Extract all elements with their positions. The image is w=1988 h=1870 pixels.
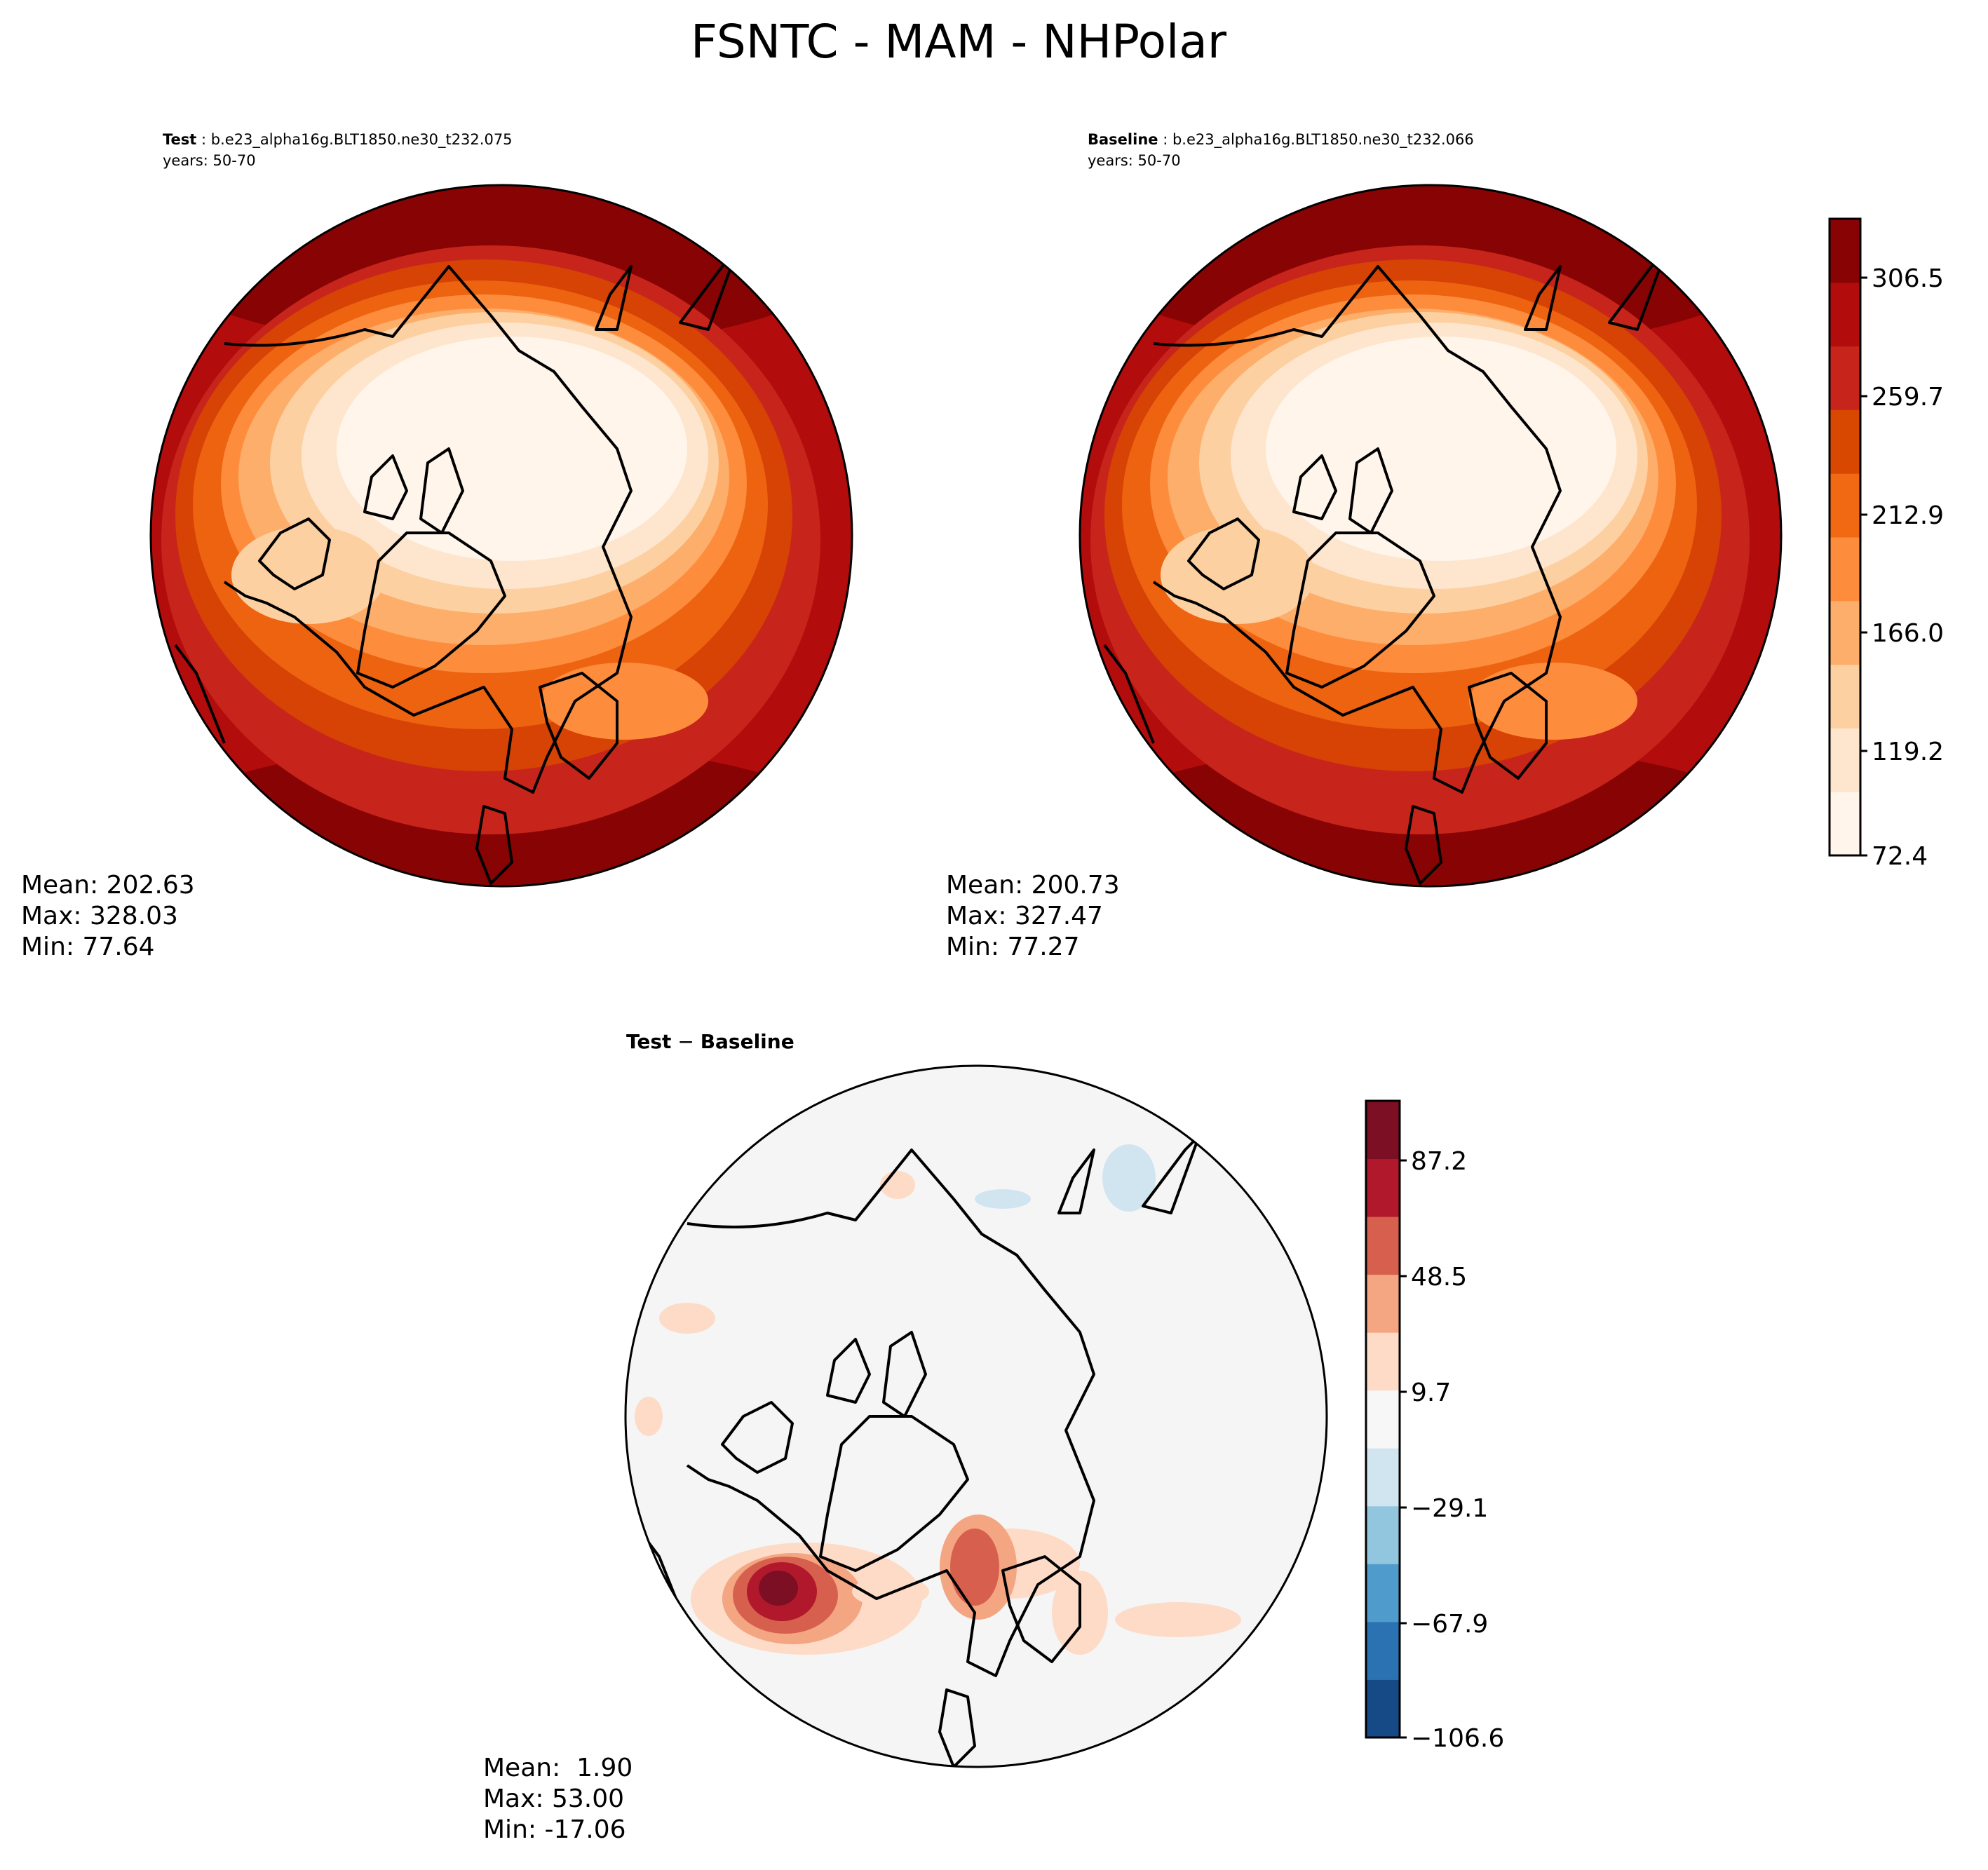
diff-colorbar-swatch (1366, 1332, 1400, 1391)
baseline-case-name: b.e23_alpha16g.BLT1850.ne30_t232.066 (1172, 131, 1474, 149)
diff-colorbar-frame (1365, 1099, 1401, 1739)
main-colorbar-swatch (1830, 282, 1860, 347)
diff-colorbar-swatch (1366, 1274, 1400, 1333)
diff-colorbar-swatch (1366, 1101, 1400, 1160)
main-colorbar-swatch (1830, 409, 1860, 474)
test-header: Test : b.e23_alpha16g.BLT1850.ne30_t232.… (163, 131, 513, 149)
main-colorbar-tick-label: 72.4 (1872, 842, 1928, 871)
test-years: years: 50-70 (163, 152, 256, 169)
test-case-name: b.e23_alpha16g.BLT1850.ne30_t232.075 (211, 131, 513, 149)
diff-title: Test − Baseline (626, 1030, 794, 1053)
main-colorbar-swatch (1830, 473, 1860, 538)
diff-colorbar: 87.2 48.5 9.7 −29.1 −67.9 −106.6 (1365, 1099, 1504, 1753)
diff-colorbar-tick-label: −106.6 (1411, 1724, 1504, 1753)
main-colorbar-swatch (1830, 728, 1860, 792)
main-colorbar-tick-label: 119.2 (1872, 738, 1944, 766)
main-colorbar-frame (1828, 217, 1862, 857)
main-colorbar-swatch (1830, 219, 1860, 283)
main-colorbar-swatch (1830, 346, 1860, 410)
diff-label-separator: − (671, 1030, 700, 1053)
diff-colorbar-tick-label: −29.1 (1411, 1494, 1488, 1523)
test-map (151, 185, 852, 886)
diff-colorbar-swatch (1366, 1679, 1400, 1738)
baseline-label: Baseline (1088, 131, 1158, 148)
baseline-map (1080, 185, 1781, 886)
baseline-years: years: 50-70 (1088, 152, 1181, 169)
diff-colorbar-swatch (1366, 1390, 1400, 1449)
main-colorbar-swatch (1830, 792, 1860, 856)
diff-panel: Test − Baseline (483, 1030, 1328, 1844)
test-mean: Mean: 202.63 (21, 871, 195, 900)
baseline-mean: Mean: 200.73 (946, 871, 1120, 900)
diff-colorbar-swatch (1366, 1564, 1400, 1622)
figure-title: FSNTC - MAM - NHPolar (691, 15, 1227, 69)
baseline-max: Max: 327.47 (946, 902, 1103, 930)
diff-colorbar-swatch (1366, 1158, 1400, 1217)
diff-label-test: Test (626, 1030, 671, 1053)
diff-label-baseline: Baseline (701, 1030, 794, 1053)
main-colorbar-tick-label: 306.5 (1872, 264, 1944, 293)
diff-colorbar-tick-label: 48.5 (1411, 1263, 1467, 1292)
diff-colorbar-tick-label: 87.2 (1411, 1147, 1467, 1176)
baseline-panel: Baseline : b.e23_alpha16g.BLT1850.ne30_t… (946, 131, 1783, 961)
baseline-header: Baseline : b.e23_alpha16g.BLT1850.ne30_t… (1088, 131, 1474, 149)
main-colorbar-tick-label: 212.9 (1872, 501, 1944, 530)
test-label: Test (163, 131, 196, 148)
diff-colorbar-tick-label: 9.7 (1411, 1378, 1451, 1407)
test-map-frame (149, 184, 853, 888)
baseline-min: Min: 77.27 (946, 933, 1080, 961)
baseline-map-frame (1078, 184, 1783, 888)
diff-colorbar-swatch (1366, 1505, 1400, 1564)
diff-mean: Mean: 1.90 (483, 1754, 633, 1782)
diff-map-frame (624, 1064, 1328, 1768)
main-colorbar: 306.5 259.7 212.9 166.0 119.2 72.4 (1828, 217, 1944, 871)
diff-colorbar-swatch (1366, 1448, 1400, 1507)
diff-map (626, 1066, 1327, 1767)
test-panel: Test : b.e23_alpha16g.BLT1850.ne30_t232.… (21, 131, 853, 961)
diff-colorbar-swatch (1366, 1621, 1400, 1680)
diff-colorbar-swatch (1366, 1217, 1400, 1275)
main-colorbar-swatch (1830, 664, 1860, 729)
diff-max: Max: 53.00 (483, 1784, 624, 1813)
main-colorbar-swatch (1830, 537, 1860, 602)
test-min: Min: 77.64 (21, 933, 155, 961)
main-colorbar-tick-label: 166.0 (1872, 619, 1944, 648)
diff-min: Min: -17.06 (483, 1815, 626, 1844)
main-colorbar-swatch (1830, 600, 1860, 665)
diff-colorbar-tick-label: −67.9 (1411, 1610, 1488, 1639)
test-max: Max: 328.03 (21, 902, 178, 930)
main-colorbar-tick-label: 259.7 (1872, 383, 1944, 412)
